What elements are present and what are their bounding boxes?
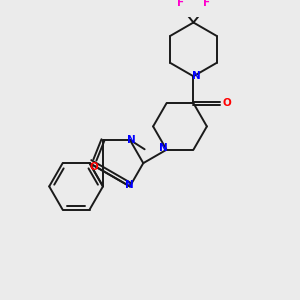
Text: N: N xyxy=(192,71,200,81)
Text: F: F xyxy=(177,0,184,8)
Text: O: O xyxy=(89,162,98,172)
Text: F: F xyxy=(202,0,210,8)
Text: N: N xyxy=(127,135,136,145)
Text: O: O xyxy=(223,98,231,108)
Text: N: N xyxy=(125,180,134,190)
Text: N: N xyxy=(160,143,168,153)
